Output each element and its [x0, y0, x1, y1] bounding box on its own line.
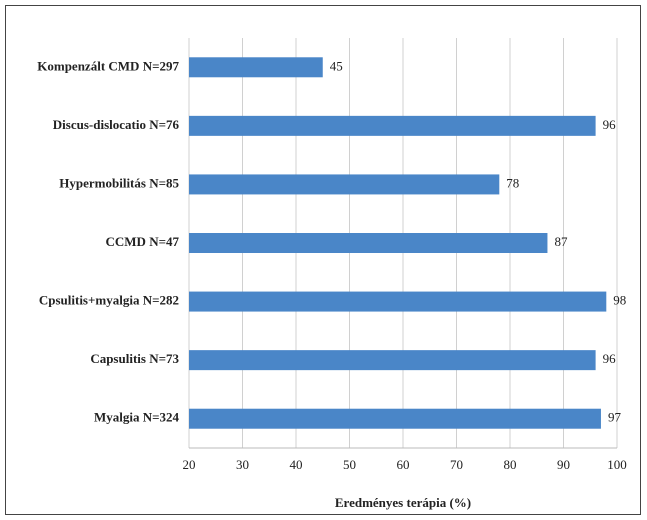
data-label: 96 [603, 351, 617, 366]
y-tick-label: Hypermobilitás N=85 [59, 175, 179, 190]
data-label: 78 [506, 175, 519, 190]
x-tick-label: 40 [290, 457, 303, 472]
y-tick-label: Kompenzált CMD N=297 [37, 58, 179, 73]
y-tick-label: Myalgia N=324 [94, 410, 180, 425]
x-tick-label: 50 [343, 457, 356, 472]
chart-frame [5, 5, 641, 515]
bar [189, 57, 323, 78]
y-tick-label: CCMD N=47 [106, 234, 180, 249]
x-tick-label: 90 [557, 457, 570, 472]
data-label: 87 [554, 234, 568, 249]
bar [189, 291, 607, 312]
x-tick-label: 100 [607, 457, 627, 472]
y-tick-label: Capsulitis N=73 [90, 351, 179, 366]
bar [189, 408, 601, 429]
x-tick-label: 20 [183, 457, 196, 472]
y-tick-label: Cpsulitis+myalgia N=282 [39, 293, 179, 308]
data-label: 96 [603, 117, 617, 132]
bar [189, 350, 596, 371]
data-label: 97 [608, 410, 622, 425]
bar [189, 115, 596, 136]
x-axis-title: Eredményes terápia (%) [335, 495, 471, 510]
bar [189, 174, 500, 195]
x-tick-label: 70 [450, 457, 463, 472]
data-label: 98 [613, 293, 626, 308]
x-tick-label: 30 [236, 457, 249, 472]
bar [189, 233, 548, 253]
data-label: 45 [330, 58, 343, 73]
x-tick-label: 80 [504, 457, 517, 472]
y-tick-label: Discus-dislocatio N=76 [53, 117, 180, 132]
x-tick-label: 60 [397, 457, 410, 472]
